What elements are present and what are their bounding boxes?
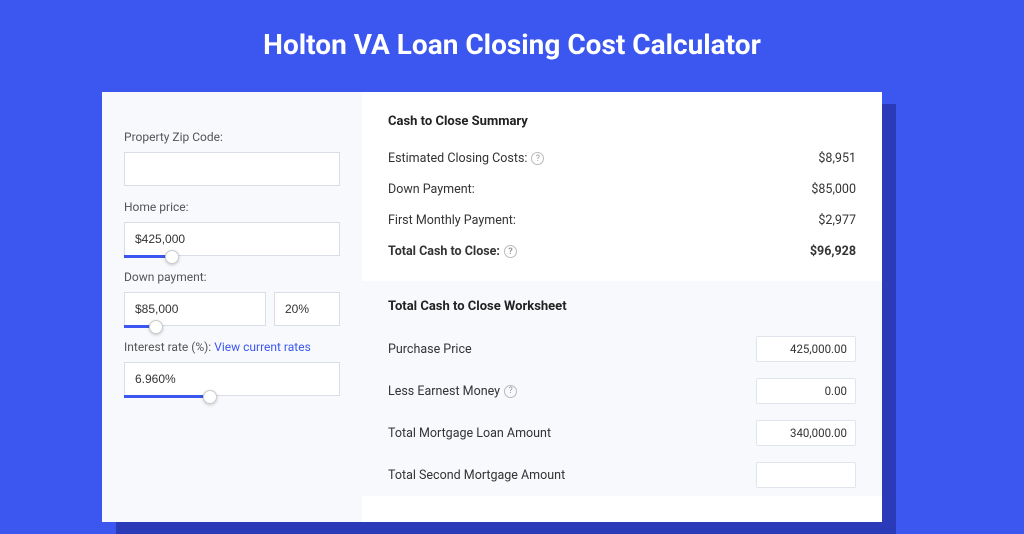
help-icon[interactable]: ? [531, 152, 544, 165]
summary-row: Total Cash to Close:? $96,928 [388, 236, 856, 267]
summary-row-value: $85,000 [811, 182, 856, 197]
summary-row: Down Payment: $85,000 [388, 174, 856, 205]
summary-row-value: $8,951 [818, 151, 856, 166]
down-input[interactable] [124, 292, 266, 326]
worksheet-panel: Total Cash to Close Worksheet Purchase P… [362, 281, 882, 496]
summary-row-label: Estimated Closing Costs:? [388, 151, 544, 166]
worksheet-row-label: Total Mortgage Loan Amount [388, 426, 551, 441]
results-panel: Cash to Close Summary Estimated Closing … [362, 92, 882, 522]
down-label: Down payment: [124, 270, 340, 284]
view-rates-link[interactable]: View current rates [214, 340, 311, 354]
price-label: Home price: [124, 200, 340, 214]
summary-row-value: $2,977 [818, 213, 856, 228]
zip-label: Property Zip Code: [124, 130, 340, 144]
rate-slider-thumb[interactable] [203, 390, 217, 404]
summary-row-label: First Monthly Payment: [388, 213, 516, 228]
summary-title: Cash to Close Summary [388, 114, 856, 129]
rate-label-row: Interest rate (%): View current rates [124, 340, 340, 354]
rate-slider-track [124, 395, 210, 398]
zip-input[interactable] [124, 152, 340, 186]
summary-row-label: Total Cash to Close:? [388, 244, 517, 259]
down-slider-thumb[interactable] [149, 320, 163, 334]
worksheet-row: Total Second Mortgage Amount [388, 454, 856, 496]
worksheet-title: Total Cash to Close Worksheet [388, 299, 856, 314]
help-icon[interactable]: ? [504, 385, 517, 398]
worksheet-row-label: Less Earnest Money? [388, 384, 517, 399]
worksheet-row-value: 340,000.00 [756, 420, 856, 446]
summary-row: First Monthly Payment: $2,977 [388, 205, 856, 236]
rate-label: Interest rate (%): [124, 340, 211, 354]
worksheet-row: Less Earnest Money? 0.00 [388, 370, 856, 412]
worksheet-row: Purchase Price 425,000.00 [388, 328, 856, 370]
summary-row-value: $96,928 [810, 244, 856, 259]
worksheet-row-value: 0.00 [756, 378, 856, 404]
page-title: Holton VA Loan Closing Cost Calculator [0, 0, 1024, 79]
summary-row: Estimated Closing Costs:? $8,951 [388, 143, 856, 174]
worksheet-row-label: Purchase Price [388, 342, 472, 357]
price-input[interactable] [124, 222, 340, 256]
down-slider[interactable] [124, 292, 340, 326]
down-pct-input[interactable] [274, 292, 340, 326]
summary-row-label: Down Payment: [388, 182, 475, 197]
worksheet-row: Total Mortgage Loan Amount 340,000.00 [388, 412, 856, 454]
calculator-card: Property Zip Code: Home price: Down paym… [102, 92, 882, 522]
worksheet-row-label: Total Second Mortgage Amount [388, 468, 565, 483]
price-slider[interactable] [124, 222, 340, 256]
rate-input[interactable] [124, 362, 340, 396]
inputs-panel: Property Zip Code: Home price: Down paym… [102, 92, 362, 522]
rate-slider[interactable] [124, 362, 340, 396]
worksheet-row-value: 425,000.00 [756, 336, 856, 362]
price-slider-thumb[interactable] [165, 250, 179, 264]
worksheet-row-value [756, 462, 856, 488]
help-icon[interactable]: ? [504, 245, 517, 258]
